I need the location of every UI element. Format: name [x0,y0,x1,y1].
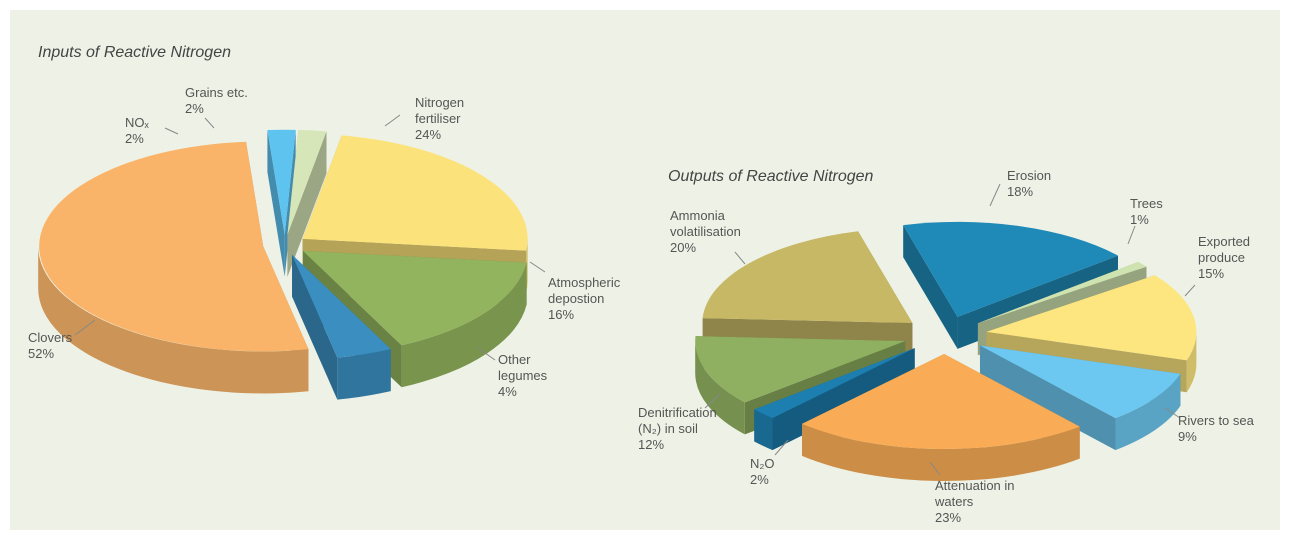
slice-top [695,336,906,403]
category-label: Denitrification (N₂) in soil [638,405,717,436]
slice-label: N₂O 2% [750,456,800,488]
slice-label: Trees 1% [1130,196,1190,228]
leader-line [929,461,941,476]
value-label: 9% [1178,429,1197,444]
value-label: 12% [638,437,665,452]
slice [287,129,327,277]
leader-line [477,347,496,361]
value-label: 52% [28,346,55,361]
category-label: Ammonia volatilisation [670,208,741,239]
category-label: Rivers to sea [1178,413,1254,428]
slice-label: Ammonia volatilisation 20% [670,208,780,256]
slice [267,129,296,277]
value-label: 2% [185,101,204,116]
slice-cut [979,345,1116,451]
category-label: Grains etc. [185,85,248,100]
slice [292,254,391,400]
slice-side [401,262,527,388]
slice-side [802,423,1080,482]
slice [802,353,1080,482]
slice-label: Exported produce 15% [1198,234,1268,282]
leader-line [74,319,96,336]
leader-line [1184,284,1196,297]
slice-cut [287,131,327,277]
category-label: Trees [1130,196,1163,211]
leader-line [384,114,401,127]
slice-cut [284,129,296,277]
leader-line [1127,225,1136,245]
value-label: 2% [750,472,769,487]
slice-cut [754,348,915,442]
slice-cut [903,225,958,349]
slice-side [1186,331,1197,393]
slice-top [39,141,309,352]
value-label: 15% [1198,266,1225,281]
slice-label: Denitrification (N₂) in soil 12% [638,405,743,453]
category-label: Other legumes [498,352,548,383]
chart-title: Outputs of Reactive Nitrogen [668,168,874,185]
category-label: NOₓ [125,115,149,130]
slice-label: Attenuation in waters 23% [935,478,1035,526]
pie [38,129,528,400]
leader-line [1164,407,1181,419]
slice-top [754,348,915,419]
slice-top [302,135,528,251]
slice-label: Grains etc. 2% [185,85,275,117]
slice-side [38,246,309,394]
category-label: Atmospheric depostion [548,275,621,306]
category-label: Erosion [1007,168,1052,183]
category-label: Exported produce [1198,234,1251,265]
leader-line [704,393,721,409]
slice-cut [267,130,285,277]
slice-top [702,231,913,324]
slice-side [1115,373,1181,451]
slice-label: Atmospheric depostion 16% [548,275,643,323]
value-label: 18% [1007,184,1034,199]
value-label: 23% [935,510,962,525]
category-label: Nitrogen fertiliser [415,95,465,126]
slice-top [977,261,1147,324]
category-label: N₂O [750,456,775,471]
slice-label: Rivers to sea 9% [1178,413,1278,445]
value-label: 2% [125,131,144,146]
slice-label: Other legumes 4% [498,352,563,400]
leader-line [734,251,746,265]
leader-line [774,439,789,456]
value-label: 20% [670,240,697,255]
slice-top [302,250,527,346]
slice-side [754,409,773,451]
slice-top [802,353,1080,450]
value-label: 4% [498,384,517,399]
value-label: 1% [1130,212,1149,227]
slice [979,345,1181,451]
slice-cut [292,254,338,400]
slice [38,141,309,394]
slice-top [903,221,1118,317]
leader-line [989,183,1001,207]
category-label: Clovers [28,330,73,345]
leader-line [204,117,215,129]
slice-label: Clovers 52% [28,330,108,362]
value-label: 24% [415,127,442,142]
pie [695,221,1197,482]
slice-top [292,254,391,358]
leader-line [164,127,179,135]
chart-title: Inputs of Reactive Nitrogen [38,44,231,61]
slice-top [979,345,1181,419]
slice-label: NOₓ 2% [125,115,165,147]
leader-line [529,261,546,273]
slice-side [695,341,745,435]
slice-top [986,275,1197,361]
slice-top [267,129,296,235]
slice-label: Nitrogen fertiliser 24% [415,95,490,143]
slice-side [337,349,391,400]
value-label: 16% [548,307,575,322]
slice-label: Erosion 18% [1007,168,1087,200]
slice-top [287,129,327,235]
category-label: Attenuation in waters [935,478,1015,509]
